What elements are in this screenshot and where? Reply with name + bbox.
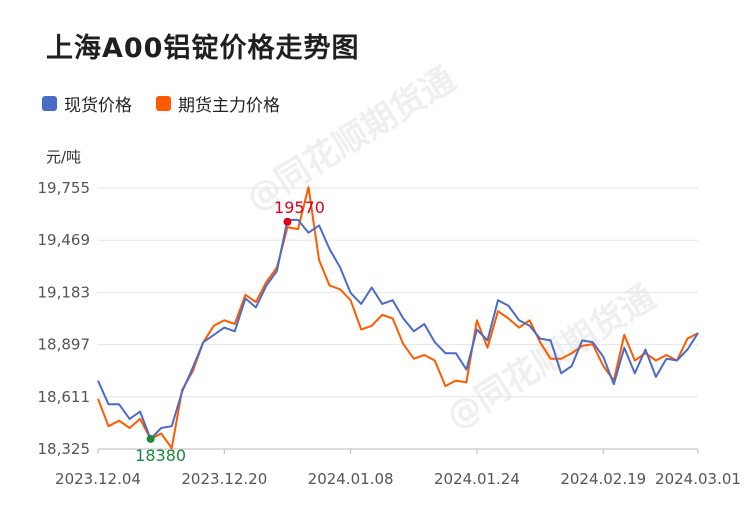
legend-label-futures: 期货主力价格 (178, 96, 280, 116)
futures-price-line (97, 186, 699, 450)
max-marker (283, 217, 292, 226)
spot-price-line (97, 218, 699, 440)
chart-title: 上海A00铝锭价格走势图 (46, 33, 360, 64)
legend-label-spot: 现货价格 (64, 96, 132, 116)
x-tick-label: 2024.01.24 (434, 470, 520, 488)
max-value-label: 19570 (274, 198, 325, 217)
x-tick-label: 2024.02.19 (560, 470, 646, 488)
min-marker (146, 434, 155, 443)
y-tick-label: 19,183 (38, 283, 91, 301)
y-tick-label: 18,611 (38, 388, 91, 406)
min-value-label: 18380 (135, 446, 186, 465)
x-tick-label: 2024.03.01 (655, 470, 741, 488)
legend: 现货价格 期货主力价格 (42, 91, 280, 116)
x-tick-label: 2023.12.20 (181, 470, 267, 488)
y-axis-unit: 元/吨 (46, 148, 82, 166)
y-tick-label: 19,469 (38, 231, 91, 249)
legend-item-spot[interactable]: 现货价格 (42, 91, 132, 116)
x-tick-label: 2024.01.08 (308, 470, 394, 488)
legend-swatch-futures (156, 96, 171, 111)
y-tick-label: 18,897 (38, 336, 91, 354)
legend-swatch-spot (42, 96, 57, 111)
y-tick-label: 18,325 (38, 440, 91, 458)
legend-item-futures[interactable]: 期货主力价格 (156, 91, 280, 116)
x-tick-label: 2023.12.04 (55, 470, 141, 488)
y-tick-label: 19,755 (38, 179, 91, 197)
